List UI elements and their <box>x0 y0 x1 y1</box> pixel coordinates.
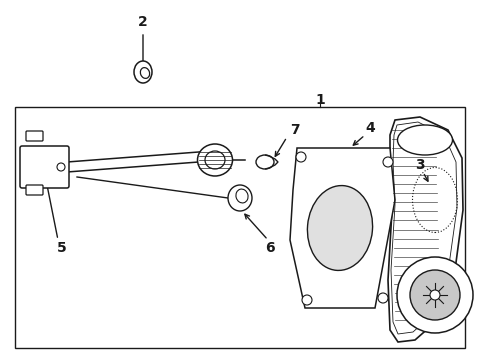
Ellipse shape <box>197 144 232 176</box>
Text: 6: 6 <box>264 241 274 255</box>
Circle shape <box>409 270 459 320</box>
FancyBboxPatch shape <box>26 185 43 195</box>
Text: 4: 4 <box>365 121 374 135</box>
Circle shape <box>302 295 311 305</box>
Circle shape <box>382 157 392 167</box>
Ellipse shape <box>307 185 372 270</box>
Ellipse shape <box>397 125 451 155</box>
Polygon shape <box>387 117 462 342</box>
Bar <box>15 107 464 348</box>
Text: 5: 5 <box>57 241 67 255</box>
Circle shape <box>57 163 65 171</box>
Circle shape <box>377 293 387 303</box>
Text: 1: 1 <box>314 93 324 107</box>
Circle shape <box>396 257 472 333</box>
Text: 3: 3 <box>414 158 424 172</box>
Text: 7: 7 <box>289 123 299 137</box>
Ellipse shape <box>134 61 152 83</box>
Polygon shape <box>289 148 394 308</box>
Circle shape <box>429 290 439 300</box>
FancyBboxPatch shape <box>20 146 69 188</box>
FancyBboxPatch shape <box>26 131 43 141</box>
Circle shape <box>295 152 305 162</box>
Ellipse shape <box>256 155 273 169</box>
Ellipse shape <box>227 185 251 211</box>
Text: 2: 2 <box>138 15 147 29</box>
